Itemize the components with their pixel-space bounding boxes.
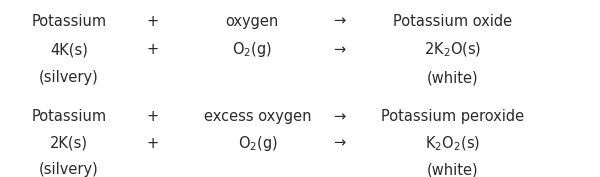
Text: +: + bbox=[147, 109, 159, 124]
Text: +: + bbox=[147, 42, 159, 57]
Text: O$_2$(g): O$_2$(g) bbox=[232, 40, 272, 59]
Text: 2K(s): 2K(s) bbox=[50, 136, 88, 151]
Text: K$_2$O$_2$(s): K$_2$O$_2$(s) bbox=[425, 134, 481, 153]
Text: Potassium oxide: Potassium oxide bbox=[394, 14, 512, 29]
Text: (silvery): (silvery) bbox=[39, 70, 99, 85]
Text: Potassium: Potassium bbox=[31, 109, 107, 124]
Text: +: + bbox=[147, 14, 159, 29]
Text: O$_2$(g): O$_2$(g) bbox=[238, 134, 278, 153]
Text: 4K(s): 4K(s) bbox=[50, 42, 88, 57]
Text: Potassium peroxide: Potassium peroxide bbox=[382, 109, 524, 124]
Text: (white): (white) bbox=[427, 162, 479, 177]
Text: excess oxygen: excess oxygen bbox=[204, 109, 312, 124]
Text: (silvery): (silvery) bbox=[39, 162, 99, 177]
Text: oxygen: oxygen bbox=[226, 14, 278, 29]
Text: →: → bbox=[333, 14, 345, 29]
Text: →: → bbox=[333, 136, 345, 151]
Text: +: + bbox=[147, 136, 159, 151]
Text: Potassium: Potassium bbox=[31, 14, 107, 29]
Text: 2K$_2$O(s): 2K$_2$O(s) bbox=[424, 40, 482, 59]
Text: (white): (white) bbox=[427, 70, 479, 85]
Text: →: → bbox=[333, 42, 345, 57]
Text: →: → bbox=[333, 109, 345, 124]
